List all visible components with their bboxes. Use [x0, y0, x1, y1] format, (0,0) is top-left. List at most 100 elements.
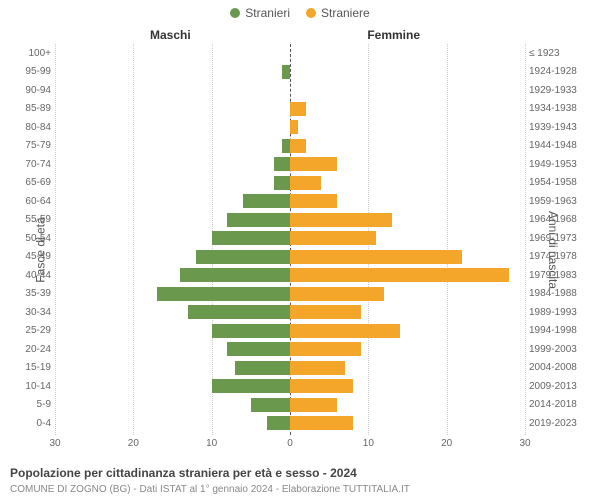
- male-bar: [274, 176, 290, 190]
- pyramid-row: 75-791944-1948: [55, 137, 525, 156]
- female-half: [290, 285, 525, 304]
- birth-year-label: 1989-1993: [529, 307, 583, 318]
- female-bar: [290, 398, 337, 412]
- birth-year-label: 1994-1998: [529, 325, 583, 336]
- pyramid-row: 100+≤ 1923: [55, 44, 525, 63]
- female-bar: [290, 416, 353, 430]
- birth-year-label: 1979-1983: [529, 270, 583, 281]
- pyramid-row: 15-192004-2008: [55, 359, 525, 378]
- legend-item: Stranieri: [230, 6, 290, 20]
- female-half: [290, 118, 525, 137]
- male-half: [55, 229, 290, 248]
- female-half: [290, 359, 525, 378]
- x-tick: 20: [128, 438, 139, 449]
- age-label: 10-14: [17, 381, 51, 392]
- birth-year-label: 2014-2018: [529, 399, 583, 410]
- male-bar: [282, 139, 290, 153]
- x-tick: 20: [441, 438, 452, 449]
- birth-year-label: 1949-1953: [529, 159, 583, 170]
- pyramid-row: 45-491974-1978: [55, 248, 525, 267]
- x-tick: 30: [519, 438, 530, 449]
- male-half: [55, 303, 290, 322]
- gridline: [525, 44, 526, 435]
- pyramid-row: 50-541969-1973: [55, 229, 525, 248]
- birth-year-label: 2019-2023: [529, 418, 583, 429]
- female-bar: [290, 268, 509, 282]
- birth-year-label: 1929-1933: [529, 85, 583, 96]
- female-half: [290, 63, 525, 82]
- female-bar: [290, 305, 361, 319]
- x-axis-ticks: 3020100102030: [55, 438, 525, 452]
- age-label: 35-39: [17, 288, 51, 299]
- age-label: 60-64: [17, 196, 51, 207]
- male-bar: [274, 157, 290, 171]
- pyramid-row: 80-841939-1943: [55, 118, 525, 137]
- chart-caption: Popolazione per cittadinanza straniera p…: [10, 466, 590, 480]
- female-bar: [290, 120, 298, 134]
- pyramid-row: 70-741949-1953: [55, 155, 525, 174]
- male-half: [55, 118, 290, 137]
- pyramid-row: 85-891934-1938: [55, 100, 525, 119]
- birth-year-label: 1944-1948: [529, 140, 583, 151]
- female-half: [290, 174, 525, 193]
- panel-title-right: Femmine: [367, 28, 420, 42]
- age-label: 50-54: [17, 233, 51, 244]
- age-label: 15-19: [17, 362, 51, 373]
- female-half: [290, 266, 525, 285]
- chart-subcaption: COMUNE DI ZOGNO (BG) - Dati ISTAT al 1° …: [10, 484, 590, 495]
- male-half: [55, 285, 290, 304]
- male-half: [55, 359, 290, 378]
- x-tick: 0: [287, 438, 293, 449]
- male-half: [55, 211, 290, 230]
- legend-label: Stranieri: [245, 6, 290, 20]
- female-bar: [290, 213, 392, 227]
- male-bar: [235, 361, 290, 375]
- legend-item: Straniere: [306, 6, 370, 20]
- male-half: [55, 414, 290, 433]
- birth-year-label: 1974-1978: [529, 251, 583, 262]
- birth-year-label: 1984-1988: [529, 288, 583, 299]
- age-label: 100+: [17, 48, 51, 59]
- age-label: 0-4: [17, 418, 51, 429]
- female-bar: [290, 342, 361, 356]
- female-half: [290, 340, 525, 359]
- pyramid-row: 35-391984-1988: [55, 285, 525, 304]
- legend-label: Straniere: [321, 6, 370, 20]
- age-label: 85-89: [17, 103, 51, 114]
- male-half: [55, 100, 290, 119]
- male-bar: [227, 213, 290, 227]
- birth-year-label: 1964-1968: [529, 214, 583, 225]
- female-half: [290, 414, 525, 433]
- birth-year-label: 1924-1928: [529, 66, 583, 77]
- male-bar: [180, 268, 290, 282]
- pyramid-row: 5-92014-2018: [55, 396, 525, 415]
- female-bar: [290, 250, 462, 264]
- age-label: 30-34: [17, 307, 51, 318]
- female-bar: [290, 324, 400, 338]
- male-bar: [212, 324, 290, 338]
- birth-year-label: 2004-2008: [529, 362, 583, 373]
- age-label: 75-79: [17, 140, 51, 151]
- male-bar: [251, 398, 290, 412]
- pyramid-row: 60-641959-1963: [55, 192, 525, 211]
- male-bar: [243, 194, 290, 208]
- age-label: 25-29: [17, 325, 51, 336]
- birth-year-label: 1939-1943: [529, 122, 583, 133]
- male-half: [55, 81, 290, 100]
- male-half: [55, 44, 290, 63]
- pyramid-row: 10-142009-2013: [55, 377, 525, 396]
- male-bar: [267, 416, 291, 430]
- female-bar: [290, 176, 321, 190]
- female-bar: [290, 361, 345, 375]
- female-half: [290, 396, 525, 415]
- female-half: [290, 155, 525, 174]
- birth-year-label: 2009-2013: [529, 381, 583, 392]
- female-half: [290, 192, 525, 211]
- x-tick: 10: [363, 438, 374, 449]
- age-label: 5-9: [17, 399, 51, 410]
- male-half: [55, 137, 290, 156]
- birth-year-label: 1999-2003: [529, 344, 583, 355]
- age-label: 65-69: [17, 177, 51, 188]
- pyramid-row: 65-691954-1958: [55, 174, 525, 193]
- female-half: [290, 100, 525, 119]
